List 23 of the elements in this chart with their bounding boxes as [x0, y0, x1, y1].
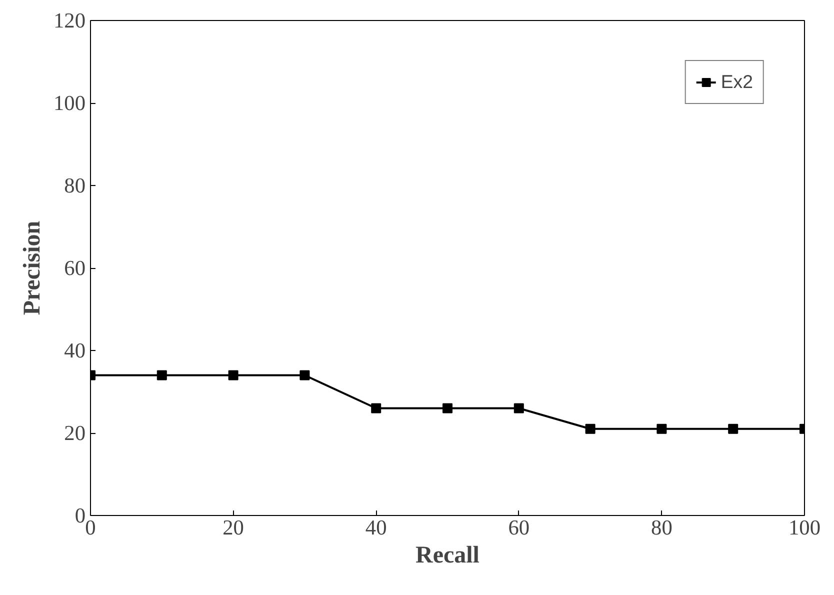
- x-tick-label: 40: [365, 516, 387, 540]
- x-tick-label: 100: [788, 516, 821, 540]
- y-tick-label: 60: [64, 256, 86, 280]
- point: [514, 403, 524, 414]
- x-tick-label: 20: [222, 516, 244, 540]
- point: [228, 370, 238, 380]
- y-tick-label: 120: [54, 8, 86, 32]
- y-tick-label: 40: [64, 338, 86, 362]
- y-tick-label: 100: [54, 91, 86, 115]
- point: [728, 424, 738, 434]
- y-tick-label: 20: [64, 421, 86, 445]
- y-axis-title: Precision: [20, 220, 46, 316]
- x-tick-label: 80: [651, 516, 672, 540]
- x-tick-label: 60: [508, 516, 530, 540]
- x-axis-title: Recall: [416, 542, 480, 568]
- point: [300, 370, 310, 380]
- point: [156, 370, 167, 380]
- y-tick-label: 80: [64, 174, 86, 198]
- point: [442, 403, 452, 414]
- point: [371, 403, 382, 414]
- legend-label: Ex2: [720, 71, 753, 93]
- point: [585, 424, 596, 434]
- point: [656, 424, 667, 434]
